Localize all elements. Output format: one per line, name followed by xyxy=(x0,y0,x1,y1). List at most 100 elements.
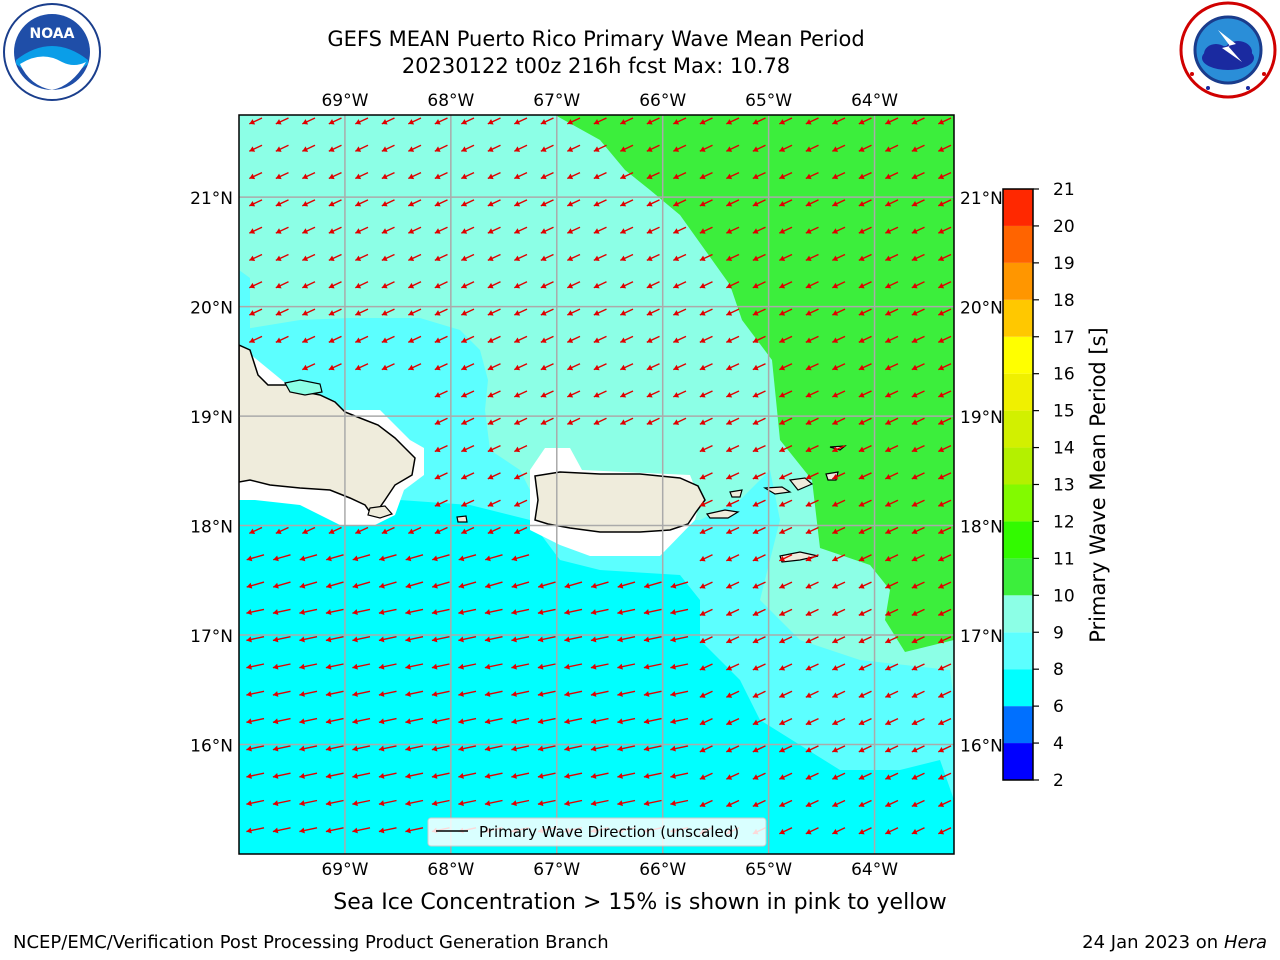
wave-arrow xyxy=(805,171,819,180)
wave-arrow xyxy=(299,554,318,562)
wave-arrow xyxy=(938,827,952,835)
wave-arrow xyxy=(461,499,475,507)
wave-arrow xyxy=(325,608,344,616)
wave-arrow xyxy=(328,171,342,180)
wave-arrow xyxy=(431,772,450,779)
wave-arrow xyxy=(381,144,395,152)
wave-arrow xyxy=(673,253,687,262)
wave-arrow xyxy=(911,799,925,808)
wave-arrow xyxy=(646,281,660,289)
wave-arrow xyxy=(699,308,713,316)
wave-arrow xyxy=(911,144,925,152)
wave-arrow xyxy=(832,717,846,726)
wave-arrow xyxy=(325,745,344,752)
colorbar-tick-label: 9 xyxy=(1053,623,1064,643)
wave-arrow xyxy=(938,253,952,262)
wave-arrow xyxy=(275,171,289,180)
wave-arrow xyxy=(779,690,793,698)
wave-arrow xyxy=(275,253,289,262)
wave-arrow xyxy=(273,554,291,562)
wave-arrow xyxy=(431,745,450,752)
wave-arrow xyxy=(885,663,899,671)
wave-arrow xyxy=(484,636,503,643)
wave-arrow xyxy=(699,745,713,753)
wave-arrow xyxy=(328,363,342,371)
wave-arrow xyxy=(726,526,740,535)
wave-arrow xyxy=(405,554,424,562)
wave-arrow xyxy=(355,335,369,343)
wave-arrow xyxy=(858,636,872,644)
wave-arrow xyxy=(726,499,740,507)
wave-arrow xyxy=(938,199,952,207)
wave-arrow xyxy=(378,799,397,807)
colorbar-tick-label: 15 xyxy=(1053,402,1075,422)
wave-arrow xyxy=(299,745,318,752)
wave-arrow xyxy=(434,226,448,234)
map-title: GEFS MEAN Puerto Rico Primary Wave Mean … xyxy=(327,27,865,51)
wave-arrow xyxy=(275,335,289,343)
wave-arrow xyxy=(272,772,291,779)
wave-arrow xyxy=(726,144,740,152)
lat-label-left: 21°N xyxy=(190,189,233,209)
wave-arrow xyxy=(726,717,740,726)
wave-arrow xyxy=(567,308,581,316)
wave-arrow xyxy=(514,444,528,453)
wave-arrow xyxy=(779,745,793,753)
wave-arrow xyxy=(246,690,265,697)
wave-arrow xyxy=(646,253,660,262)
colorbar-label: Primary Wave Mean Period [s] xyxy=(1086,327,1110,643)
wave-arrow xyxy=(564,581,583,589)
colorbar-tick-label: 6 xyxy=(1053,697,1064,717)
wave-arrow xyxy=(381,526,395,535)
wave-arrow xyxy=(779,772,793,780)
wave-arrow xyxy=(352,581,371,589)
wave-arrow xyxy=(779,390,793,398)
wave-arrow xyxy=(299,827,318,834)
wave-arrow xyxy=(885,117,899,125)
wave-arrow xyxy=(643,690,662,697)
wave-arrow xyxy=(832,636,846,644)
wave-arrow xyxy=(938,363,952,371)
wave-arrow xyxy=(484,799,503,807)
wave-arrow xyxy=(752,335,766,343)
wave-arrow xyxy=(540,417,554,425)
wave-arrow xyxy=(938,772,952,780)
wave-arrow xyxy=(699,144,713,152)
wave-arrow xyxy=(405,608,424,616)
wave-arrow xyxy=(885,199,899,207)
wave-arrow xyxy=(355,253,369,262)
wave-arrow xyxy=(246,636,265,643)
wave-arrow xyxy=(590,799,609,807)
wave-arrow xyxy=(485,581,503,589)
wave-arrow xyxy=(431,717,450,725)
wave-arrow xyxy=(885,308,899,316)
wave-arrow xyxy=(646,171,660,180)
lon-label-top: 67°W xyxy=(533,91,580,111)
wave-arrow xyxy=(302,253,316,262)
wave-arrow xyxy=(352,636,371,643)
colorbar-segment xyxy=(1003,632,1033,670)
wave-arrow xyxy=(699,472,713,480)
wave-arrow xyxy=(540,390,554,398)
wave-arrow xyxy=(328,199,342,207)
wave-arrow xyxy=(858,335,872,343)
wave-arrow xyxy=(246,827,265,834)
lat-label-right: 18°N xyxy=(960,518,1003,538)
wave-arrow xyxy=(858,608,872,616)
wave-arrow xyxy=(858,444,872,453)
wave-arrow xyxy=(302,199,316,207)
wave-arrow xyxy=(726,281,740,289)
wave-arrow xyxy=(805,335,819,343)
wave-arrow xyxy=(646,117,660,125)
lon-labels-bottom: 69°W 68°W 67°W 66°W 65°W 64°W xyxy=(321,860,898,880)
wave-arrow xyxy=(275,199,289,207)
wave-arrow xyxy=(537,799,556,807)
lat-label-left: 18°N xyxy=(190,518,233,538)
wave-arrow xyxy=(593,335,607,343)
wave-arrow xyxy=(726,554,740,562)
wave-arrow xyxy=(805,636,819,644)
wave-arrow xyxy=(567,144,581,152)
wave-arrow xyxy=(699,335,713,343)
wave-arrow xyxy=(805,663,819,671)
wave-arrow xyxy=(938,608,952,616)
